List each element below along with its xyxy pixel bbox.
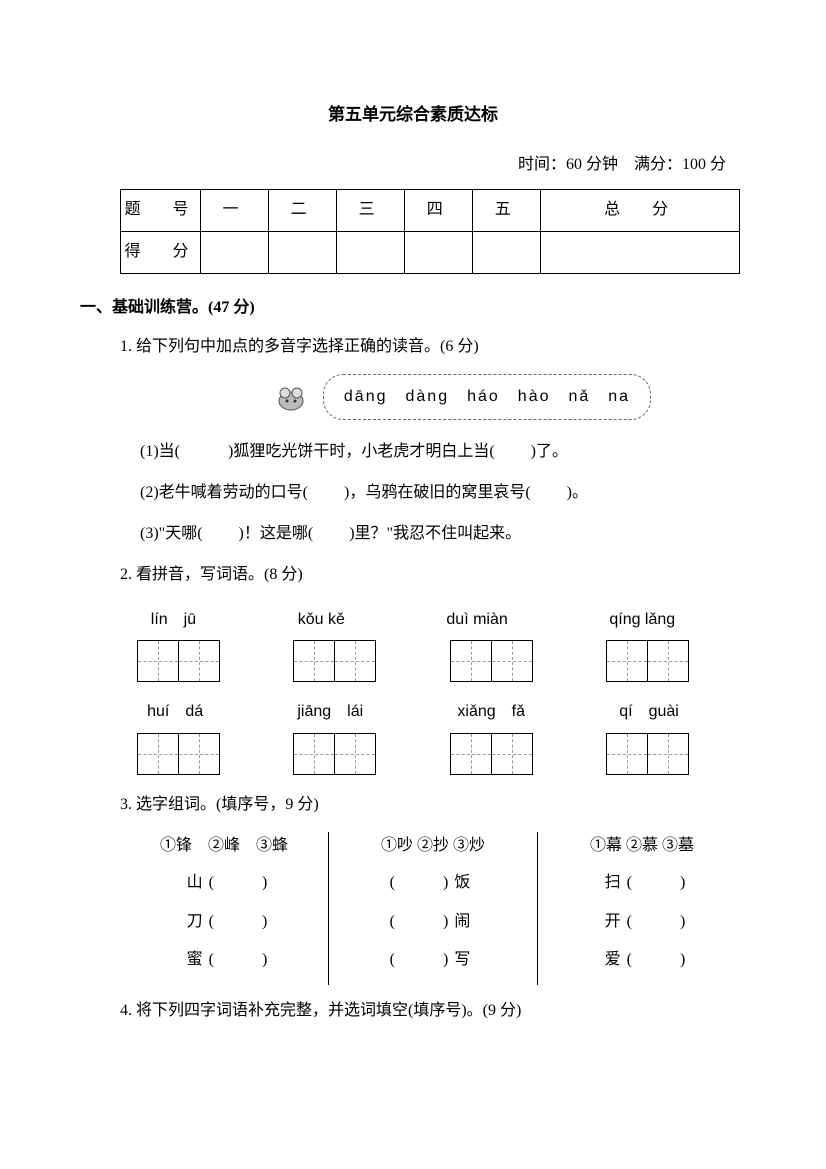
pinyin-row-2: huí dá jiāng lái xiǎng fǎ qí guài [80, 698, 746, 727]
q3-columns: ①锋 ②峰 ③蜂 山() 刀() 蜜() ①吵 ②抄 ③炒 ()饭 ()闹 ()… [80, 832, 746, 985]
pinyin-label: duì miàn [446, 606, 507, 635]
page-title: 第五单元综合素质达标 [80, 100, 746, 131]
word: 爱 [599, 946, 627, 975]
text: )，乌鸦在破旧的窝里哀号( [344, 484, 531, 501]
tianzi-grid [293, 640, 376, 682]
pinyin-label: huí dá [147, 698, 203, 727]
col-head: ①吵 ②抄 ③炒 [341, 832, 525, 861]
pinyin-label: qí guài [619, 698, 679, 727]
col-row: ()写 [341, 946, 525, 975]
text: )里？"我忍不住叫起来。 [349, 525, 521, 542]
word: 饭 [448, 869, 476, 898]
tianzi-grid [450, 733, 533, 775]
col-row: 爱() [550, 946, 734, 975]
text: )。 [567, 484, 588, 501]
pinyin-options: dāng dàng háo hào nǎ na [323, 374, 651, 421]
table-header: 一 [201, 190, 269, 232]
pinyin-label: kǒu kě [298, 606, 345, 635]
col-row: ()饭 [341, 869, 525, 898]
tianzi-cell [491, 733, 533, 775]
q2-stem: 2. 看拼音，写词语。(8 分) [80, 561, 746, 590]
tianzi-grid [450, 640, 533, 682]
col-row: ()闹 [341, 908, 525, 937]
text: (1)当( [140, 443, 180, 460]
tianzi-cell [293, 733, 335, 775]
text: (2)老牛喊着劳动的口号( [140, 484, 308, 501]
score-table: 题 号 一 二 三 四 五 总 分 得 分 [120, 189, 740, 274]
word: 山 [181, 869, 209, 898]
tianzi-cell [293, 640, 335, 682]
q3-col-3: ①幕 ②慕 ③墓 扫() 开() 爱() [538, 832, 746, 985]
q1-sentence-2: (2)老牛喊着劳动的口号( )，乌鸦在破旧的窝里哀号( )。 [80, 479, 746, 508]
word: 刀 [181, 908, 209, 937]
tianzi-grid [606, 733, 689, 775]
pinyin-bubble: dāng dàng háo hào nǎ na [180, 374, 746, 421]
tianzi-cell [334, 733, 376, 775]
time-score-line: 时间：60 分钟 满分：100 分 [80, 151, 746, 180]
tianzi-grid [137, 640, 220, 682]
tianzi-row-1 [80, 640, 746, 682]
section-1-head: 一、基础训练营。(47 分) [80, 294, 746, 323]
pinyin-row-1: lín jū kǒu kě duì miàn qíng lǎng [80, 606, 746, 635]
col-row: 山() [132, 869, 316, 898]
col-row: 开() [550, 908, 734, 937]
tianzi-cell [491, 640, 533, 682]
table-header: 题 号 [121, 190, 201, 232]
table-cell [337, 232, 405, 274]
cartoon-icon [275, 381, 315, 413]
pinyin-label: xiǎng fǎ [457, 698, 525, 727]
tianzi-cell [606, 733, 648, 775]
q3-col-2: ①吵 ②抄 ③炒 ()饭 ()闹 ()写 [328, 832, 538, 985]
table-cell [473, 232, 541, 274]
q3-stem: 3. 选字组词。(填序号，9 分) [80, 791, 746, 820]
pinyin-label: lín jū [151, 606, 196, 635]
table-header: 总 分 [541, 190, 740, 232]
word: 开 [599, 908, 627, 937]
q1-stem: 1. 给下列句中加点的多音字选择正确的读音。(6 分) [80, 333, 746, 362]
word: 蜜 [181, 946, 209, 975]
col-row: 扫() [550, 869, 734, 898]
tianzi-cell [334, 640, 376, 682]
tianzi-cell [137, 733, 179, 775]
tianzi-cell [450, 733, 492, 775]
tianzi-grid [293, 733, 376, 775]
word: 写 [448, 946, 476, 975]
tianzi-cell [647, 733, 689, 775]
text: )了。 [531, 443, 568, 460]
tianzi-cell [137, 640, 179, 682]
tianzi-cell [178, 640, 220, 682]
q4-stem: 4. 将下列四字词语补充完整，并选词填空(填序号)。(9 分) [80, 997, 746, 1026]
tianzi-grid [606, 640, 689, 682]
text: )狐狸吃光饼干时，小老虎才明白上当( [228, 443, 495, 460]
tianzi-grid [137, 733, 220, 775]
tianzi-cell [450, 640, 492, 682]
word: 扫 [599, 869, 627, 898]
table-header: 二 [269, 190, 337, 232]
table-header: 三 [337, 190, 405, 232]
q3-col-1: ①锋 ②峰 ③蜂 山() 刀() 蜜() [120, 832, 328, 985]
table-cell [269, 232, 337, 274]
text: (3)"天哪( [140, 525, 203, 542]
table-cell [405, 232, 473, 274]
tianzi-cell [178, 733, 220, 775]
pinyin-label: jiāng lái [297, 698, 363, 727]
col-row: 刀() [132, 908, 316, 937]
col-head: ①锋 ②峰 ③蜂 [132, 832, 316, 861]
col-head: ①幕 ②慕 ③墓 [550, 832, 734, 861]
table-cell [541, 232, 740, 274]
table-cell [201, 232, 269, 274]
tianzi-row-2 [80, 733, 746, 775]
table-header: 五 [473, 190, 541, 232]
q1-sentence-3: (3)"天哪( )！这是哪( )里？"我忍不住叫起来。 [80, 520, 746, 549]
tianzi-cell [647, 640, 689, 682]
table-header: 四 [405, 190, 473, 232]
q1-sentence-1: (1)当( )狐狸吃光饼干时，小老虎才明白上当( )了。 [80, 438, 746, 467]
text: )！这是哪( [239, 525, 314, 542]
table-row-label: 得 分 [121, 232, 201, 274]
tianzi-cell [606, 640, 648, 682]
pinyin-label: qíng lǎng [609, 606, 675, 635]
col-row: 蜜() [132, 946, 316, 975]
word: 闹 [448, 908, 476, 937]
